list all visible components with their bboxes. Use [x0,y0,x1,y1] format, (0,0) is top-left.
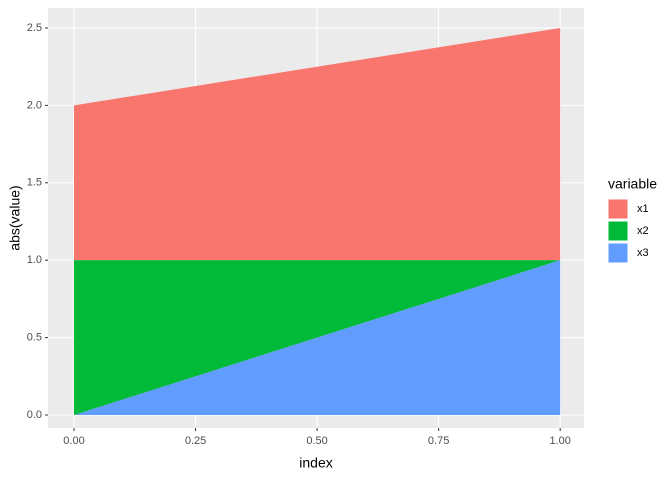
legend-label: x3 [637,247,649,259]
axes: 0.0 0.5 1.0 1.5 2.0 2.5 0.00 0.25 0.50 0.75 1.00 [27,22,571,447]
y-tick-label: 2.0 [27,99,42,111]
x-tick-label: 0.50 [306,435,327,447]
legend-key [607,198,629,220]
x-tick-label: 0.00 [63,435,84,447]
legend: variable x1 x2 x3 [607,176,657,264]
y-axis-title: abs(value) [7,185,23,250]
y-tick-label: 1.5 [27,177,42,189]
y-tick-label: 1.0 [27,254,42,266]
x-tick-label: 0.75 [428,435,449,447]
x-tick-label: 1.00 [549,435,570,447]
legend-key [607,242,629,264]
areas [74,27,561,415]
x-tick-label: 0.25 [185,435,206,447]
area [74,27,561,261]
legend-label: x1 [637,203,649,215]
y-tick-label: 0.0 [27,409,42,421]
area [74,260,561,415]
legend-key [607,220,629,242]
y-tick-label: 2.5 [27,22,42,34]
x-axis-title: index [299,455,332,471]
legend-title: variable [608,176,657,192]
legend-label: x2 [637,225,649,237]
y-tick-label: 0.5 [27,331,42,343]
